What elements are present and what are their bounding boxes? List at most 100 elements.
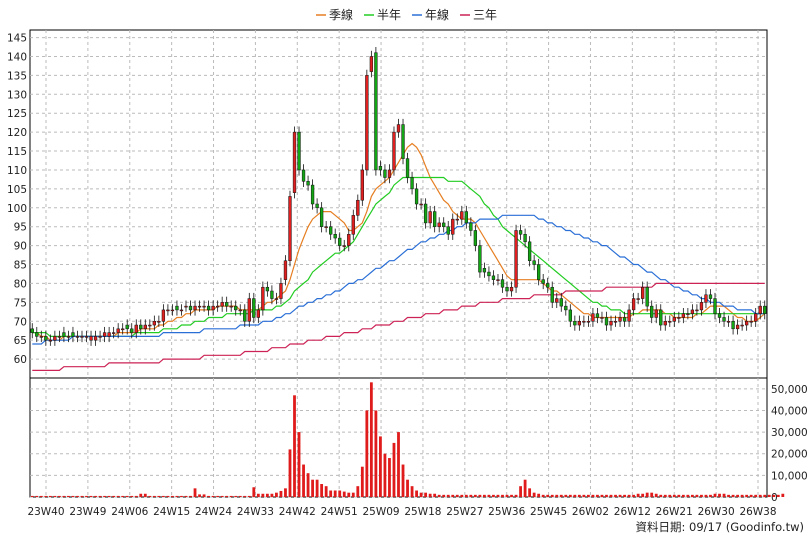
volume-bar bbox=[324, 486, 328, 497]
volume-bar bbox=[731, 494, 735, 497]
candle-up bbox=[157, 321, 161, 323]
candle-up bbox=[148, 324, 152, 327]
volume-bar bbox=[166, 495, 170, 497]
candle-up bbox=[360, 169, 364, 201]
volume-bar bbox=[397, 432, 400, 497]
candle-up bbox=[247, 298, 251, 322]
candle-down bbox=[527, 241, 532, 261]
candle-up bbox=[419, 203, 423, 206]
candle-up bbox=[749, 321, 753, 323]
volume-bar bbox=[207, 495, 210, 497]
candle-down bbox=[315, 203, 319, 209]
x-tick-label: 26W21 bbox=[656, 506, 693, 518]
volume-bar bbox=[161, 495, 165, 497]
candle-down bbox=[500, 279, 505, 288]
ma-line-年線 bbox=[32, 214, 765, 345]
volume-bar bbox=[587, 494, 590, 497]
volume-bar bbox=[125, 495, 129, 497]
candle-up bbox=[387, 169, 392, 178]
candle-down bbox=[469, 222, 473, 231]
price-tick-label: 95 bbox=[14, 222, 27, 234]
volume-bar bbox=[754, 494, 758, 497]
candle-up bbox=[496, 279, 500, 281]
candle-up bbox=[57, 336, 62, 338]
volume-bar bbox=[736, 494, 740, 497]
volume-bar bbox=[654, 493, 658, 497]
volume-bar bbox=[577, 494, 581, 497]
volume-bar bbox=[116, 495, 120, 497]
volume-bar bbox=[672, 494, 676, 497]
candle-down bbox=[478, 245, 482, 273]
volume-bar bbox=[541, 494, 545, 497]
price-tick-label: 110 bbox=[7, 165, 27, 177]
x-tick-label: 26W02 bbox=[572, 506, 609, 518]
price-tick-label: 75 bbox=[14, 297, 27, 309]
candle-down bbox=[546, 283, 550, 288]
candle-up bbox=[93, 336, 98, 341]
volume-bar bbox=[677, 494, 681, 497]
candle-up bbox=[342, 245, 346, 247]
volume-bar bbox=[94, 495, 97, 497]
candle-up bbox=[347, 234, 351, 246]
candle-down bbox=[532, 260, 536, 265]
candle-down bbox=[270, 290, 274, 299]
candle-up bbox=[369, 56, 374, 72]
candle-up bbox=[758, 305, 762, 314]
volume-bar bbox=[193, 488, 197, 497]
candle-down bbox=[175, 305, 179, 311]
volume-bar bbox=[347, 492, 351, 497]
price-tick-label: 115 bbox=[7, 146, 27, 158]
candle-up bbox=[356, 199, 360, 216]
volume-bar bbox=[559, 494, 563, 497]
volume-bar bbox=[401, 464, 405, 497]
volume-bar bbox=[76, 495, 79, 497]
volume-bar bbox=[243, 495, 247, 497]
candle-up bbox=[641, 286, 645, 299]
volume-bar bbox=[216, 495, 220, 497]
candle-down bbox=[139, 324, 143, 330]
candle-down bbox=[188, 305, 193, 311]
price-grid bbox=[30, 30, 767, 378]
volume-bar bbox=[388, 458, 391, 497]
candle-down bbox=[523, 234, 527, 243]
candle-up bbox=[121, 328, 125, 331]
candle-down bbox=[722, 317, 726, 322]
candle-up bbox=[740, 324, 744, 327]
volume-bar bbox=[67, 495, 70, 497]
volume-bar bbox=[35, 495, 39, 497]
price-tick-label: 85 bbox=[14, 260, 27, 272]
x-tick-label: 26W12 bbox=[614, 506, 651, 518]
candle-up bbox=[66, 336, 71, 338]
candle-up bbox=[460, 211, 464, 220]
candle-down bbox=[30, 328, 34, 333]
volume-tick-label: 50,000 bbox=[771, 384, 808, 396]
candle-up bbox=[365, 75, 369, 171]
volume-tick-label: 10,000 bbox=[771, 470, 808, 482]
x-tick-label: 25W27 bbox=[446, 506, 483, 518]
volume-bar bbox=[492, 494, 495, 497]
candle-down bbox=[518, 230, 523, 235]
candle-up bbox=[184, 305, 188, 308]
volume-bar bbox=[537, 493, 541, 497]
volume-bar bbox=[360, 466, 364, 497]
volume-bar bbox=[383, 453, 387, 497]
candle-up bbox=[75, 336, 80, 338]
volume-bar bbox=[623, 494, 626, 497]
volume-bar bbox=[406, 479, 409, 497]
volume-bar bbox=[333, 490, 337, 497]
volume-bar bbox=[451, 494, 455, 497]
candle-up bbox=[261, 286, 265, 311]
volume-bar bbox=[89, 495, 93, 497]
candle-down bbox=[35, 332, 39, 337]
candle-up bbox=[48, 339, 52, 342]
candle-up bbox=[699, 302, 704, 311]
volume-bar bbox=[320, 484, 324, 497]
candle-up bbox=[681, 313, 686, 318]
volume-bar bbox=[582, 494, 586, 497]
candle-up bbox=[745, 321, 749, 326]
candle-up bbox=[672, 317, 676, 322]
candle-up bbox=[663, 321, 667, 326]
volume-bar bbox=[709, 494, 712, 497]
candle-up bbox=[283, 260, 288, 280]
volume-bar bbox=[85, 495, 88, 497]
